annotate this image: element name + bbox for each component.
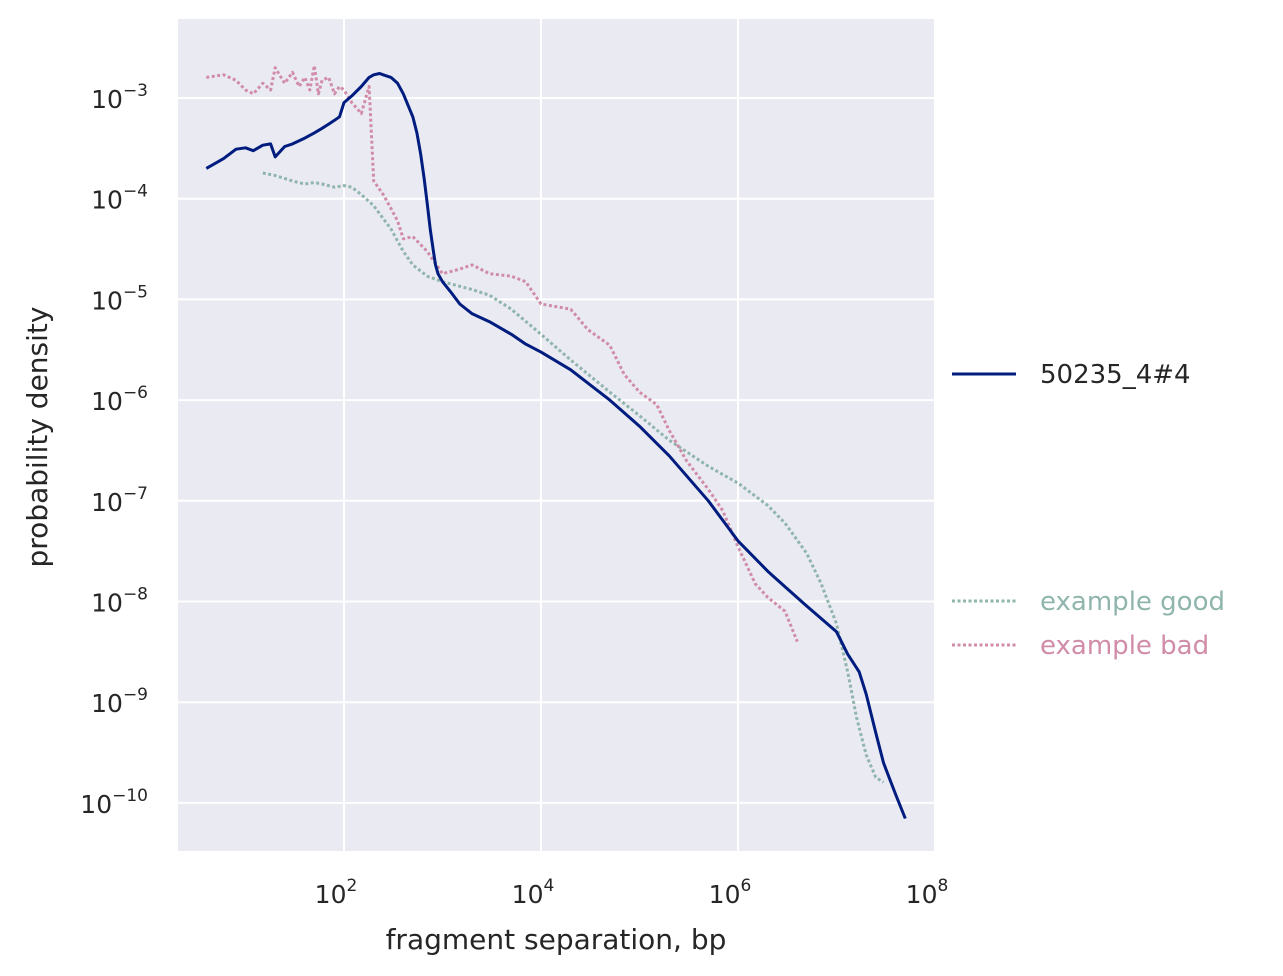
y-axis-label: probability density xyxy=(21,307,54,568)
series-line-1 xyxy=(262,171,885,784)
y-tick-label: 10−3 xyxy=(91,81,148,114)
legend-label: example bad xyxy=(1040,631,1209,661)
legend-label: example good xyxy=(1040,587,1225,617)
x-tick-label: 102 xyxy=(315,876,358,909)
y-tick-label: 10−6 xyxy=(91,383,148,416)
y-tick-label: 10−9 xyxy=(91,685,148,718)
y-tick-label: 10−5 xyxy=(91,282,148,315)
y-tick-label: 10−7 xyxy=(91,484,148,517)
y-tick-label: 10−8 xyxy=(91,585,148,618)
grid-lines xyxy=(178,19,936,851)
plot-area-background xyxy=(178,19,935,851)
x-tick-label: 104 xyxy=(512,876,555,909)
series-layer xyxy=(205,64,907,820)
series-line-2 xyxy=(206,64,799,643)
y-tick-labels: 10−3 10−4 10−5 10−6 10−7 10−8 10−9 10−10 xyxy=(80,81,148,819)
series-line-0 xyxy=(205,72,907,820)
x-tick-label: 108 xyxy=(906,876,949,909)
legend-label: 50235_4#4 xyxy=(1040,360,1191,390)
x-tick-label: 106 xyxy=(709,876,752,909)
y-tick-label: 10−4 xyxy=(91,182,148,215)
x-axis-label: fragment separation, bp xyxy=(386,923,727,956)
x-tick-labels: 102 104 106 108 xyxy=(315,876,949,909)
y-tick-label: 10−10 xyxy=(80,786,148,819)
